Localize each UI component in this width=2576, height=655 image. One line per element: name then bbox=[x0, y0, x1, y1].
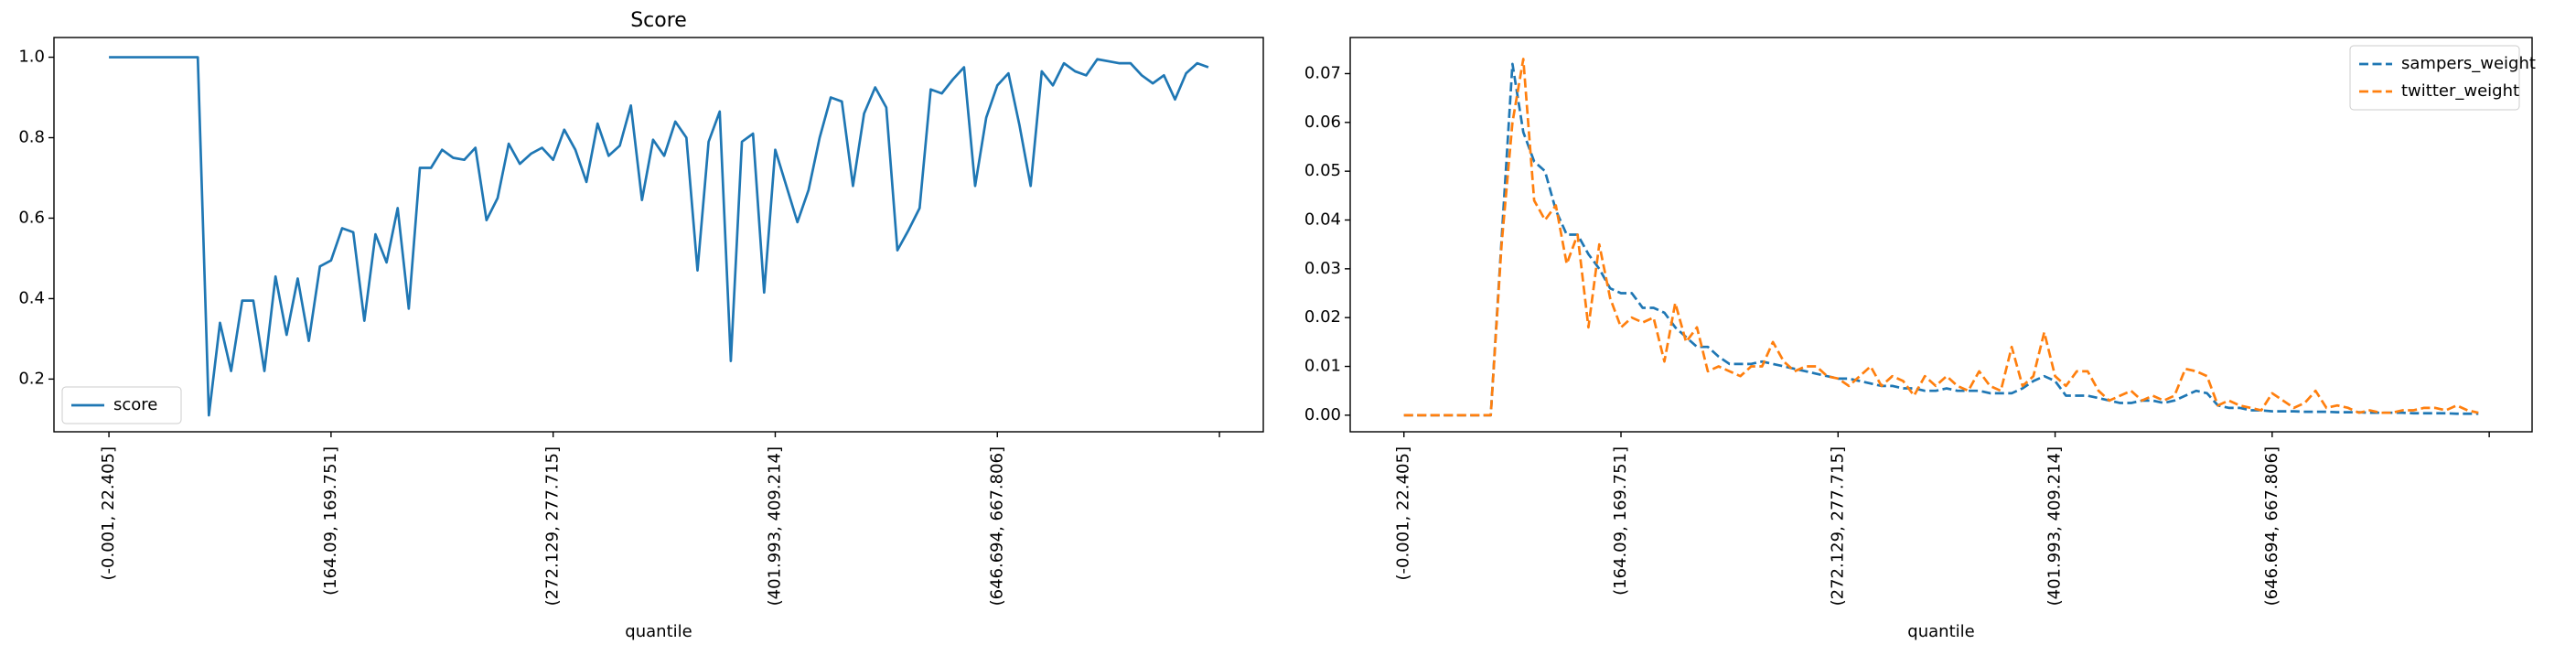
series-line bbox=[1403, 62, 2479, 417]
y-tick-label: 0.04 bbox=[1304, 209, 1341, 229]
legend-frame bbox=[61, 386, 182, 424]
y-tick-label: 0.03 bbox=[1304, 259, 1341, 278]
x-tick-label: (164.09, 169.751] bbox=[1611, 446, 1630, 596]
x-tick-label: (164.09, 169.751] bbox=[321, 446, 340, 596]
x-tick-label: (646.694, 667.806] bbox=[2262, 446, 2281, 606]
y-tick-label: 0.02 bbox=[1304, 307, 1341, 327]
y-tick-label: 0.8 bbox=[18, 128, 45, 147]
x-tick-label: (646.694, 667.806] bbox=[987, 446, 1006, 606]
x-tick-label: (272.129, 277.715] bbox=[543, 446, 563, 606]
legend-label: sampers_weight bbox=[2401, 54, 2536, 73]
series-line bbox=[1403, 58, 2479, 417]
series-line bbox=[109, 56, 1209, 417]
chart-title: Score bbox=[630, 9, 687, 32]
y-tick-label: 1.0 bbox=[18, 48, 45, 67]
legend-label: twitter_weight bbox=[2401, 81, 2519, 101]
y-tick-label: 0.05 bbox=[1304, 161, 1341, 180]
axes-frame bbox=[1349, 37, 2533, 433]
x-axis-label: quantile bbox=[625, 622, 692, 641]
legend-label: score bbox=[113, 395, 157, 414]
x-tick-label: (401.993, 409.214] bbox=[2045, 446, 2065, 606]
y-tick-label: 0.01 bbox=[1304, 357, 1341, 376]
y-tick-label: 0.6 bbox=[18, 208, 45, 227]
x-axis-label: quantile bbox=[1907, 622, 1974, 641]
y-tick-label: 0.2 bbox=[18, 369, 45, 388]
x-tick-label: (-0.001, 22.405] bbox=[99, 446, 118, 581]
legend-frame bbox=[2349, 45, 2520, 111]
y-tick-label: 0.4 bbox=[18, 288, 45, 307]
x-tick-label: (401.993, 409.214] bbox=[765, 446, 784, 606]
y-tick-label: 0.06 bbox=[1304, 113, 1341, 132]
y-tick-label: 0.07 bbox=[1304, 63, 1341, 82]
y-tick-label: 0.00 bbox=[1304, 405, 1341, 424]
x-tick-label: (272.129, 277.715] bbox=[1828, 446, 1847, 606]
axes-frame bbox=[53, 37, 1264, 433]
x-tick-label: (-0.001, 22.405] bbox=[1394, 446, 1413, 581]
